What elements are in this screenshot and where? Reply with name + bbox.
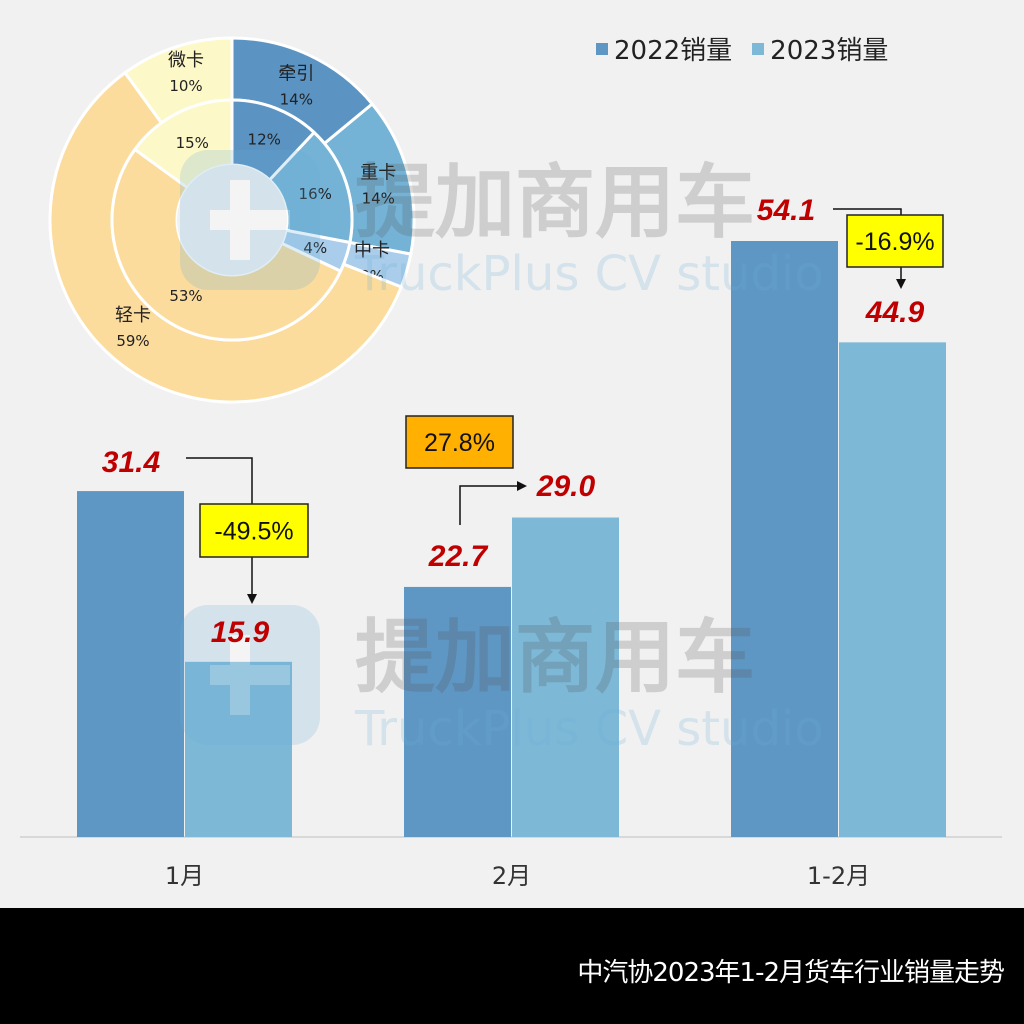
arrow-right-icon xyxy=(459,481,527,525)
bar-2023销量-1月 xyxy=(185,661,292,837)
bar-value-label: 15.9 xyxy=(211,616,270,649)
bar-2023销量-1-2月 xyxy=(839,342,946,837)
donut-pct-label: 14% xyxy=(362,189,395,207)
legend-label: 2023销量 xyxy=(770,36,889,66)
legend-swatch-2022 xyxy=(596,42,608,55)
connector-line xyxy=(833,208,902,215)
legend-item-2023: 2023销量 xyxy=(752,30,888,67)
donut-pct-label: 14% xyxy=(280,90,313,108)
legend: 2022销量 2023销量 xyxy=(596,30,888,67)
watermark-logo-icon xyxy=(180,150,320,290)
donut-pct-label: 15% xyxy=(176,134,209,152)
watermark-en: TruckPlus CV studio xyxy=(354,701,824,757)
bar-2023销量-2月 xyxy=(512,517,619,837)
bar-2022销量-1-2月 xyxy=(731,241,838,837)
change-pct-label: -49.5% xyxy=(214,518,293,546)
footer-bar: 中汽协2023年1-2月货车行业销量走势 xyxy=(0,908,1024,1024)
donut-category-label: 中卡 xyxy=(354,240,390,261)
bar-value-label: 31.4 xyxy=(102,446,161,479)
watermark-logo-icon xyxy=(180,605,320,745)
donut-category-label: 牵引 xyxy=(278,63,314,84)
chart-title: 中汽协2023年1-2月货车行业销量走势 xyxy=(577,958,1005,988)
bar-value-label: 44.9 xyxy=(865,296,925,329)
bar-annotations: 31.4 15.9 -49.5% 22.7 29.0 27.8% 54.1 44.9 -16.9… xyxy=(102,194,944,649)
watermark-cn: 提加商用车 xyxy=(355,611,755,704)
legend-item-2022: 2022销量 xyxy=(596,30,732,67)
bar-value-label: 22.7 xyxy=(428,540,489,573)
donut-category-label: 重卡 xyxy=(360,162,396,183)
donut-pct-label: 10% xyxy=(169,77,202,95)
watermark-en: TruckPlus CV studio xyxy=(354,246,824,302)
donut-category-label: 轻卡 xyxy=(115,305,151,326)
donut-pct-label: 53% xyxy=(169,287,202,305)
donut-pct-label: 12% xyxy=(248,131,281,149)
change-pct-box xyxy=(846,214,944,268)
donut-pct-label: 16% xyxy=(299,185,332,203)
bar-value-label: 54.1 xyxy=(757,194,815,227)
x-tick-label: 1-2月 xyxy=(807,862,870,890)
legend-label: 2022销量 xyxy=(614,36,733,66)
change-pct-label: -16.9% xyxy=(855,228,934,256)
change-pct-box xyxy=(405,415,514,469)
x-tick-label: 1月 xyxy=(165,862,204,890)
legend-swatch-2023 xyxy=(752,42,765,55)
donut-pct-label: 59% xyxy=(116,332,149,350)
bar-value-label: 29.0 xyxy=(536,470,596,503)
donut-category-label: 微卡 xyxy=(168,50,204,71)
change-pct-box xyxy=(199,503,309,558)
x-tick-label: 2月 xyxy=(492,862,531,890)
connector-line xyxy=(186,457,253,504)
watermark-cn: 提加商用车 xyxy=(355,156,755,249)
bar-2022销量-2月 xyxy=(404,586,511,837)
donut-hole xyxy=(177,165,287,275)
bar-2022销量-1月 xyxy=(77,491,184,837)
bar-chart: 1月 2月 1-2月 xyxy=(20,241,1002,890)
change-pct-label: 27.8% xyxy=(424,429,495,457)
donut-pct-label: 4% xyxy=(303,239,327,257)
